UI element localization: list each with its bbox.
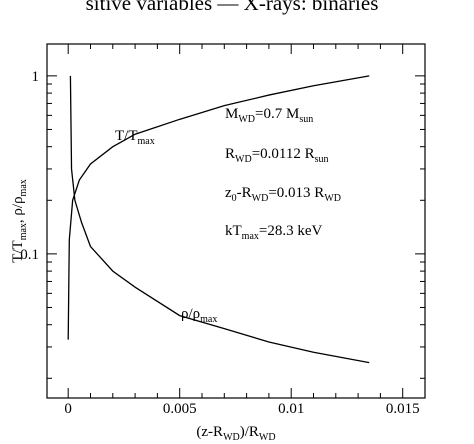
subscript: WD [235, 154, 252, 165]
text-part: =0.0112 R [252, 146, 315, 162]
subscript: WD [238, 114, 255, 125]
subscript: WD [252, 193, 269, 204]
text-part: T/T [115, 128, 138, 144]
subscript: WD [259, 432, 276, 443]
text-part: , ρ/ρ [10, 196, 26, 223]
text-part: R [225, 146, 235, 162]
subscript: sun [315, 154, 329, 165]
x-tick-label: 0 [64, 401, 72, 417]
subscript: max [138, 136, 155, 147]
text-part: z [225, 185, 232, 201]
caption-fragment: sitive variables — X-rays: binaries [86, 0, 379, 15]
x-axis-label: (z-RWD)/RWD [196, 424, 275, 443]
text-part: ρ/ρ [181, 306, 200, 322]
subscript: max [242, 231, 259, 242]
text-part: (z-R [196, 424, 223, 440]
subscript: max [18, 223, 29, 240]
x-tick-label: 0.005 [163, 401, 197, 417]
subscript: 0 [232, 193, 237, 204]
series-label: T/Tmax [115, 128, 155, 147]
annotation: z0-RWD=0.013 RWD [225, 185, 341, 204]
text-part: =0.013 R [268, 185, 324, 201]
subscript: WD [324, 193, 341, 204]
subscript: WD [223, 432, 240, 443]
text-part: kT [225, 223, 242, 239]
subscript: max [18, 179, 29, 196]
text-part: T/T [10, 240, 26, 263]
text-part: M [225, 106, 238, 122]
x-tick-label: 0.015 [386, 401, 420, 417]
annotation: RWD=0.0112 Rsun [225, 146, 329, 165]
y-axis-label: T/Tmax, ρ/ρmax [10, 179, 29, 263]
text-part: -R [237, 185, 252, 201]
text-part: =28.3 keV [259, 223, 323, 239]
data-line [69, 75, 370, 364]
x-tick-label: 0.01 [278, 401, 304, 417]
series-label: ρ/ρmax [181, 306, 217, 325]
data-line [67, 75, 370, 340]
text-part: )/R [240, 424, 259, 440]
plot-frame [46, 43, 426, 399]
subscript: sun [299, 114, 313, 125]
y-tick-label: 0.1 [20, 247, 39, 263]
annotation: MWD=0.7 Msun [225, 106, 313, 125]
annotation: kTmax=28.3 keV [225, 223, 323, 242]
y-tick-label: 1 [32, 69, 40, 85]
text-part: =0.7 M [255, 106, 299, 122]
subscript: max [200, 314, 217, 325]
